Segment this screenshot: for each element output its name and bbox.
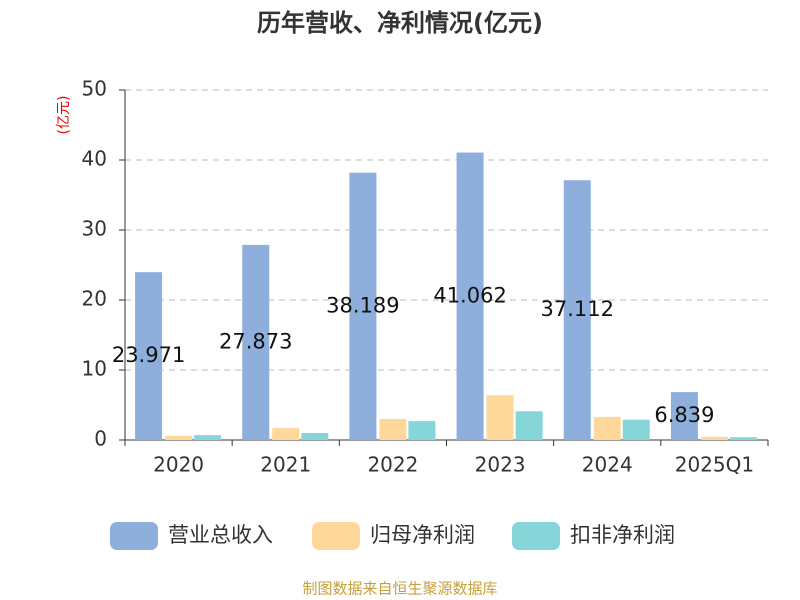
bar [301,433,329,440]
y-tick-label: 50 [82,77,107,101]
legend-label: 营业总收入 [168,523,273,547]
y-tick-label: 20 [82,287,107,311]
legend-swatch [312,522,360,550]
bar [165,435,193,440]
y-tick-label: 40 [82,147,107,171]
data-label: 23.971 [112,343,185,367]
x-tick-label: 2021 [260,453,311,477]
data-label: 41.062 [433,283,506,307]
x-tick-label: 2020 [153,453,204,477]
bar [622,419,650,440]
data-label: 38.189 [326,293,399,317]
y-axis-label: (亿元) [56,96,72,135]
bar [700,436,728,440]
y-tick-label: 0 [94,427,107,451]
x-tick-label: 2022 [367,453,418,477]
bar [349,172,377,440]
bar [515,411,543,440]
bar [593,416,621,440]
bar [456,152,484,441]
bar [563,180,591,440]
bar [135,272,163,440]
bar [194,435,222,440]
bar [408,421,436,440]
y-tick-label: 10 [82,357,107,381]
y-tick-label: 30 [82,217,107,241]
legend-swatch [512,522,560,550]
x-tick-label: 2023 [475,453,526,477]
data-label: 6.839 [654,403,714,427]
bar [272,428,300,440]
bar [670,392,698,440]
bar [379,419,407,440]
bar [486,395,514,440]
data-label: 37.112 [541,297,614,321]
legend-label: 扣非净利润 [570,523,675,547]
data-label: 27.873 [219,329,292,353]
x-tick-label: 2025Q1 [675,453,754,477]
chart-title: 历年营收、净利情况(亿元) [257,9,543,37]
legend-swatch [110,522,158,550]
bar [242,244,270,440]
x-tick-label: 2024 [582,453,633,477]
bar [729,437,757,440]
source-note: 制图数据来自恒生聚源数据库 [302,580,497,598]
legend-label: 归母净利润 [370,523,475,547]
